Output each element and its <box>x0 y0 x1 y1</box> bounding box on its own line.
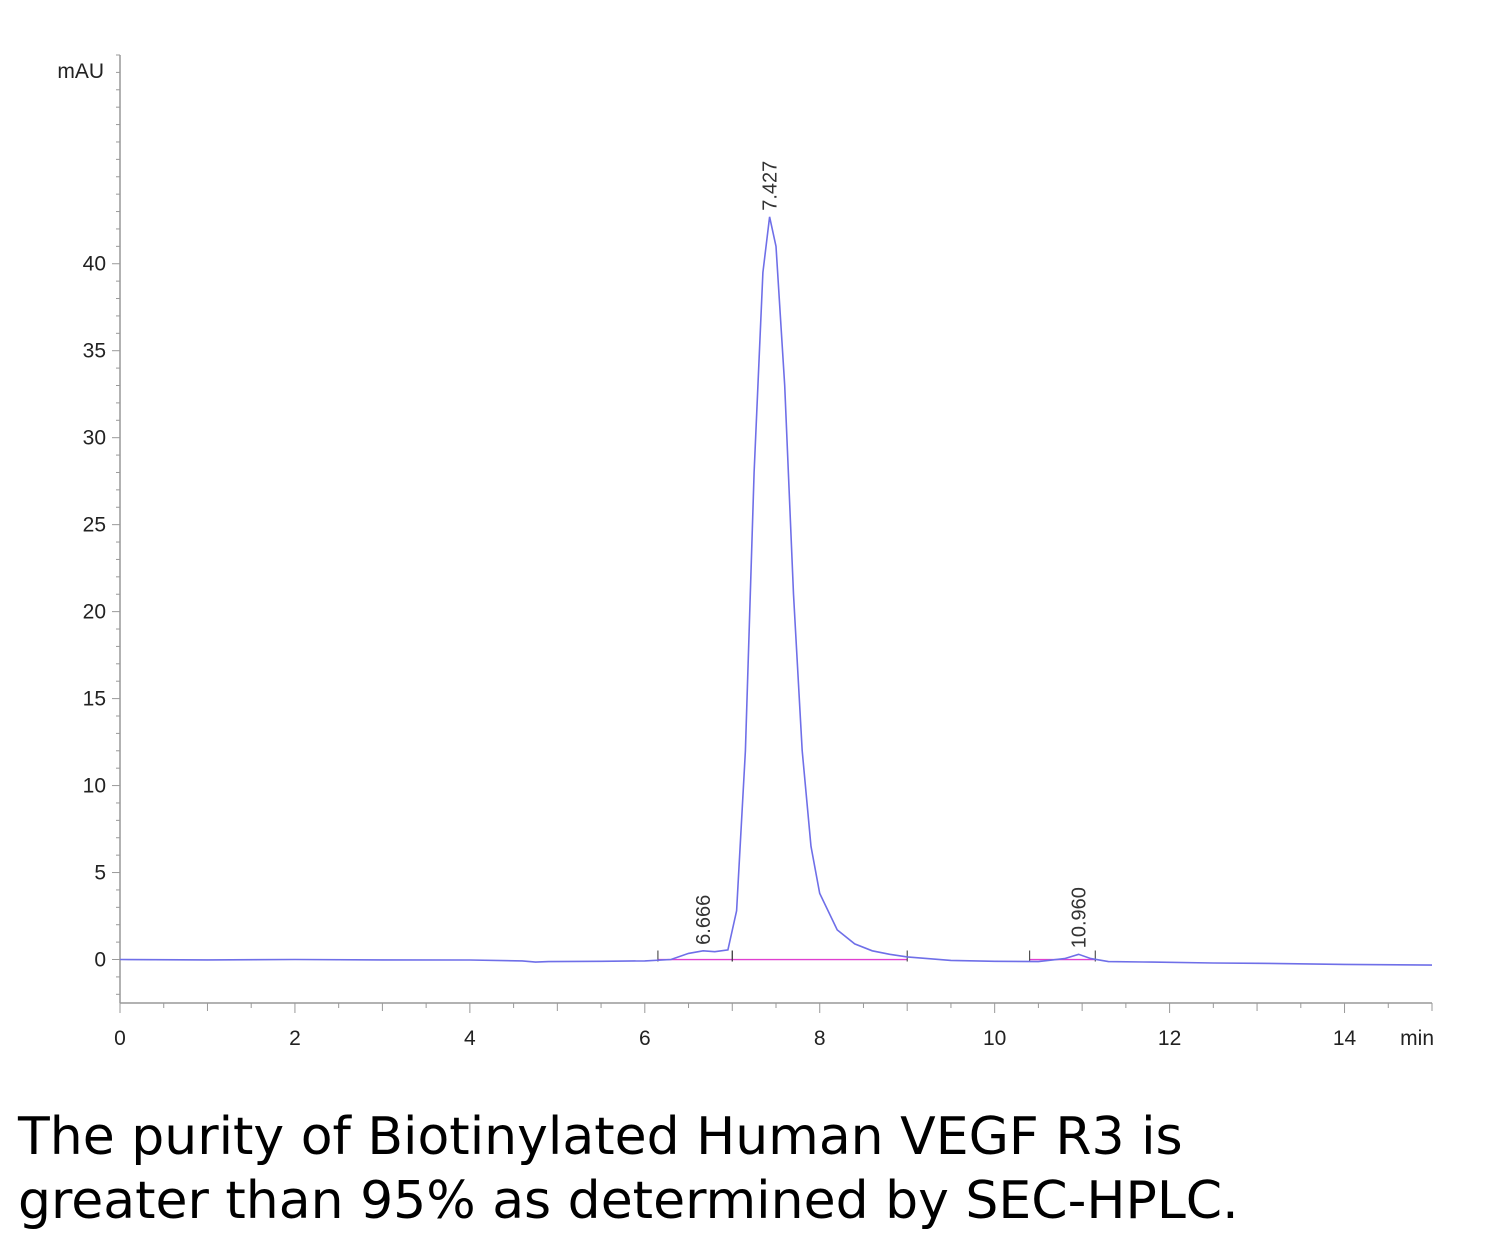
x-tick-label: 4 <box>464 1027 476 1050</box>
chromatogram-chart: 0 5 10 15 20 25 30 35 40 0 2 4 6 8 10 12 14 6.666 7.427 10… <box>57 54 1434 1050</box>
y-tick-label: 30 <box>83 427 106 450</box>
y-tick-label: 15 <box>83 688 106 711</box>
y-tick-label: 40 <box>83 253 106 276</box>
x-tick-label: 0 <box>114 1027 126 1050</box>
peak-label: 6.666 <box>693 895 715 945</box>
y-tick-label: 10 <box>83 775 106 798</box>
x-tick-label: 10 <box>983 1027 1006 1050</box>
x-tick-label: 6 <box>639 1027 651 1050</box>
y-tick-label: 35 <box>83 340 106 363</box>
y-tick-label: 0 <box>94 949 106 972</box>
x-axis-unit-label: min <box>1400 1027 1434 1050</box>
peak-labels: 6.666 7.427 10.960 <box>693 161 1091 949</box>
peak-label: 10.960 <box>1069 887 1091 948</box>
chart-caption: The purity of Biotinylated Human VEGF R3… <box>18 1105 1478 1233</box>
axis-ticks: 0 5 10 15 20 25 30 35 40 0 2 4 6 8 10 12 14 <box>83 54 1433 1050</box>
chromatogram-trace <box>119 216 1433 966</box>
x-tick-label: 2 <box>289 1027 301 1050</box>
peak-label: 7.427 <box>760 161 782 211</box>
caption-line-2: greater than 95% as determined by SEC-HP… <box>18 1171 1239 1231</box>
x-tick-label: 8 <box>814 1027 826 1050</box>
y-tick-label: 5 <box>94 862 106 885</box>
caption-line-1: The purity of Biotinylated Human VEGF R3… <box>18 1107 1183 1167</box>
y-axis-unit-label: mAU <box>57 60 104 83</box>
y-tick-label: 20 <box>83 601 106 624</box>
x-tick-label: 12 <box>1158 1027 1181 1050</box>
x-tick-label: 14 <box>1333 1027 1357 1050</box>
y-tick-label: 25 <box>83 514 106 537</box>
